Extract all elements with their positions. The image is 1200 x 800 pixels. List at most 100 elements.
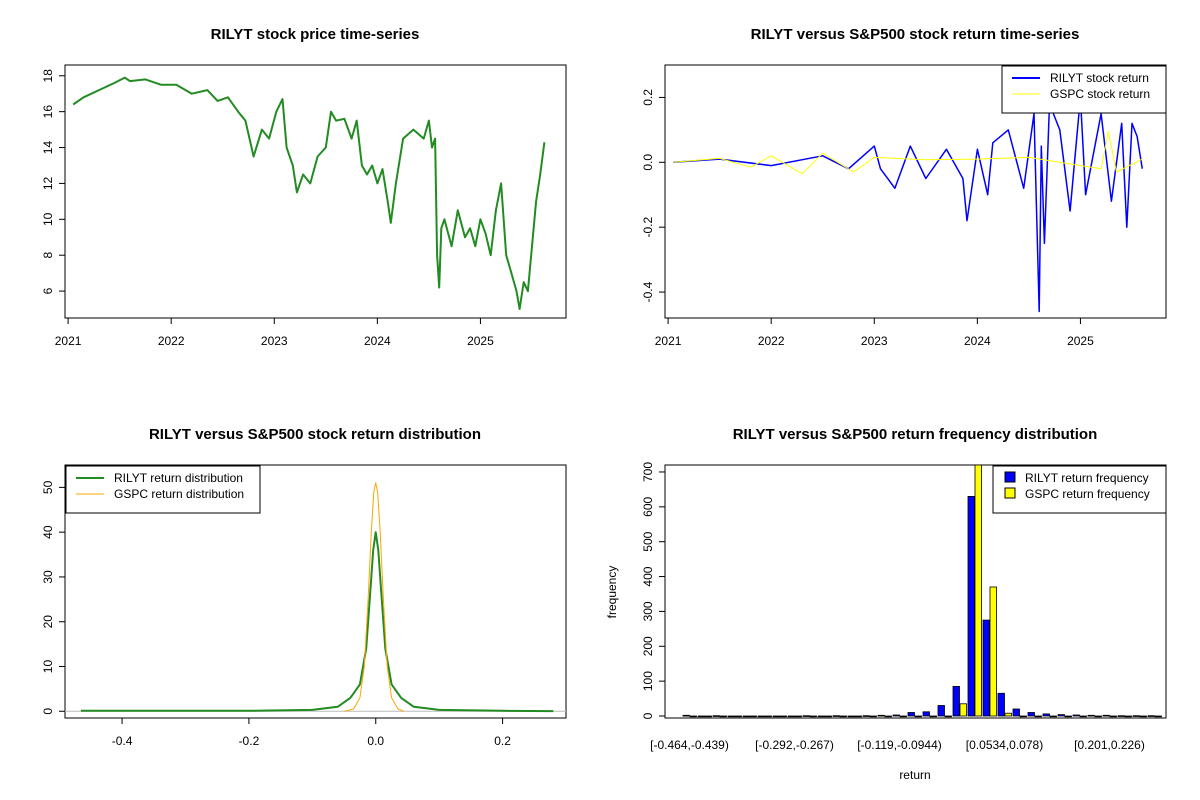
histogram-bar-rilyt (802, 715, 810, 717)
histogram-bar-gspc (839, 715, 847, 718)
returns-legend-box (1001, 65, 1167, 114)
histogram-bar-rilyt (1132, 715, 1140, 717)
density-series-0-line (80, 531, 554, 713)
histogram-legend-label: RILYT return frequency (1025, 471, 1149, 485)
histogram-legend: RILYT return frequency GSPC return freque… (992, 465, 1167, 514)
histogram-bar-gspc (944, 715, 952, 718)
histogram-bar-rilyt (1057, 714, 1065, 717)
density-panel: RILYT versus S&P500 stock return distrib… (41, 426, 567, 748)
price-title: RILYT stock price time-series (211, 26, 420, 43)
density-legend-label: GSPC return distribution (114, 487, 244, 501)
histogram-bar-gspc (914, 715, 922, 718)
price-y-tick-label: 6 (41, 287, 55, 294)
histogram-panel: RILYT versus S&P500 return frequency dis… (605, 426, 1167, 782)
histogram-legend-label: GSPC return frequency (1025, 487, 1150, 501)
histogram-bar-gspc (689, 715, 697, 718)
histogram-bar-gspc (749, 715, 757, 718)
histogram-bar-gspc (1079, 715, 1087, 718)
histogram-bar-rilyt (772, 715, 780, 718)
histogram-bar-gspc (1049, 715, 1057, 718)
returns-series-0-line (673, 96, 1144, 313)
density-y-tick-label: 50 (41, 480, 55, 494)
histogram-bar-gspc (764, 715, 772, 718)
histogram-bar-rilyt (907, 712, 915, 717)
histogram-bar-gspc (1154, 715, 1162, 718)
histogram-bar-rilyt (1087, 714, 1095, 717)
price-y-tick-label: 18 (41, 69, 55, 83)
returns-x-tick-label: 2023 (861, 334, 888, 348)
price-x-tick-label: 2021 (55, 334, 82, 348)
histogram-bar-rilyt (877, 714, 885, 717)
histogram-bar-gspc (734, 715, 742, 718)
histogram-y-tick-label: 100 (641, 671, 655, 691)
price-y-tick-label: 16 (41, 105, 55, 119)
histogram-x-tick-label: [-0.464,-0.439) (650, 738, 729, 752)
histogram-x-tick-label: [0.0534,0.078) (966, 738, 1043, 752)
returns-panel: RILYT versus S&P500 stock return time-se… (641, 26, 1167, 348)
returns-series-1-line (673, 131, 1143, 175)
density-title: RILYT versus S&P500 stock return distrib… (149, 426, 481, 443)
histogram-y-tick-label: 600 (641, 497, 655, 517)
price-x-tick-label: 2022 (158, 334, 185, 348)
histogram-x-tick-label: [-0.119,-0.0944) (857, 738, 942, 752)
price-series-0-line (72, 76, 546, 310)
histogram-bar-rilyt (967, 495, 975, 717)
density-legend-label: RILYT return distribution (114, 471, 243, 485)
histogram-bar-gspc (1064, 715, 1072, 718)
density-series-1-line (343, 482, 405, 712)
price-x-tick-label: 2023 (261, 334, 288, 348)
histogram-bar-gspc (1124, 715, 1132, 718)
density-y-axis: 0 10 20 30 40 50 (41, 480, 66, 715)
histogram-bar-rilyt (742, 715, 750, 718)
histogram-bar-rilyt (862, 715, 870, 717)
histogram-bar-rilyt (787, 715, 795, 718)
histogram-y-tick-label: 500 (641, 531, 655, 551)
density-x-tick-label: -0.4 (112, 734, 133, 748)
returns-legend-label: GSPC stock return (1050, 87, 1150, 101)
histogram-bar-gspc (869, 715, 877, 718)
price-x-tick-label: 2025 (467, 334, 494, 348)
histogram-bar-rilyt (712, 715, 720, 717)
histogram-bar-gspc (704, 715, 712, 718)
price-y-axis: 6 8 10 12 14 16 18 (41, 69, 66, 294)
histogram-bar-rilyt (697, 715, 705, 718)
histogram-bar-rilyt (817, 715, 825, 718)
histogram-bar-rilyt (1147, 715, 1155, 717)
histogram-bar-gspc (719, 715, 727, 718)
histogram-bar-rilyt (1042, 713, 1050, 717)
histogram-bar-rilyt (982, 619, 990, 717)
histogram-bar-rilyt (757, 715, 765, 718)
price-y-tick-label: 12 (41, 176, 55, 190)
price-y-tick-label: 14 (41, 141, 55, 155)
histogram-bar-rilyt (997, 692, 1005, 717)
density-y-tick-label: 40 (41, 525, 55, 539)
histogram-y-tick-label: 0 (641, 712, 655, 719)
returns-x-tick-label: 2024 (964, 334, 991, 348)
price-x-tick-label: 2024 (364, 334, 391, 348)
price-plot-frame (64, 64, 567, 319)
price-x-axis: 2021 2022 2023 2024 2025 (55, 317, 494, 348)
histogram-y-tick-label: 200 (641, 636, 655, 656)
histogram-y-label: frequency (605, 566, 619, 619)
histogram-bar-gspc (959, 703, 967, 717)
density-y-tick-label: 0 (41, 708, 55, 715)
histogram-bar-gspc (884, 715, 892, 718)
density-legend: RILYT return distribution GSPC return dis… (65, 465, 261, 514)
histogram-title: RILYT versus S&P500 return frequency dis… (733, 426, 1098, 443)
histogram-bar-rilyt (727, 715, 735, 718)
histogram-x-tick-label: [0.201,0.226) (1074, 738, 1145, 752)
returns-x-axis: 2021 2022 2023 2024 2025 (655, 317, 1094, 348)
histogram-bar-rilyt (847, 715, 855, 718)
histogram-y-axis: 0 100 200 300 400 500 600 700 (641, 462, 666, 719)
histogram-bar-gspc (779, 715, 787, 718)
returns-title: RILYT versus S&P500 stock return time-se… (751, 26, 1080, 43)
histogram-bar-rilyt (922, 711, 930, 717)
histogram-bar-rilyt (682, 714, 690, 717)
returns-legend: RILYT stock return GSPC stock return (1001, 65, 1167, 114)
returns-y-tick-label: -0.2 (641, 217, 655, 238)
histogram-legend-box (992, 465, 1167, 514)
histogram-y-tick-label: 300 (641, 601, 655, 621)
returns-x-tick-label: 2022 (758, 334, 785, 348)
